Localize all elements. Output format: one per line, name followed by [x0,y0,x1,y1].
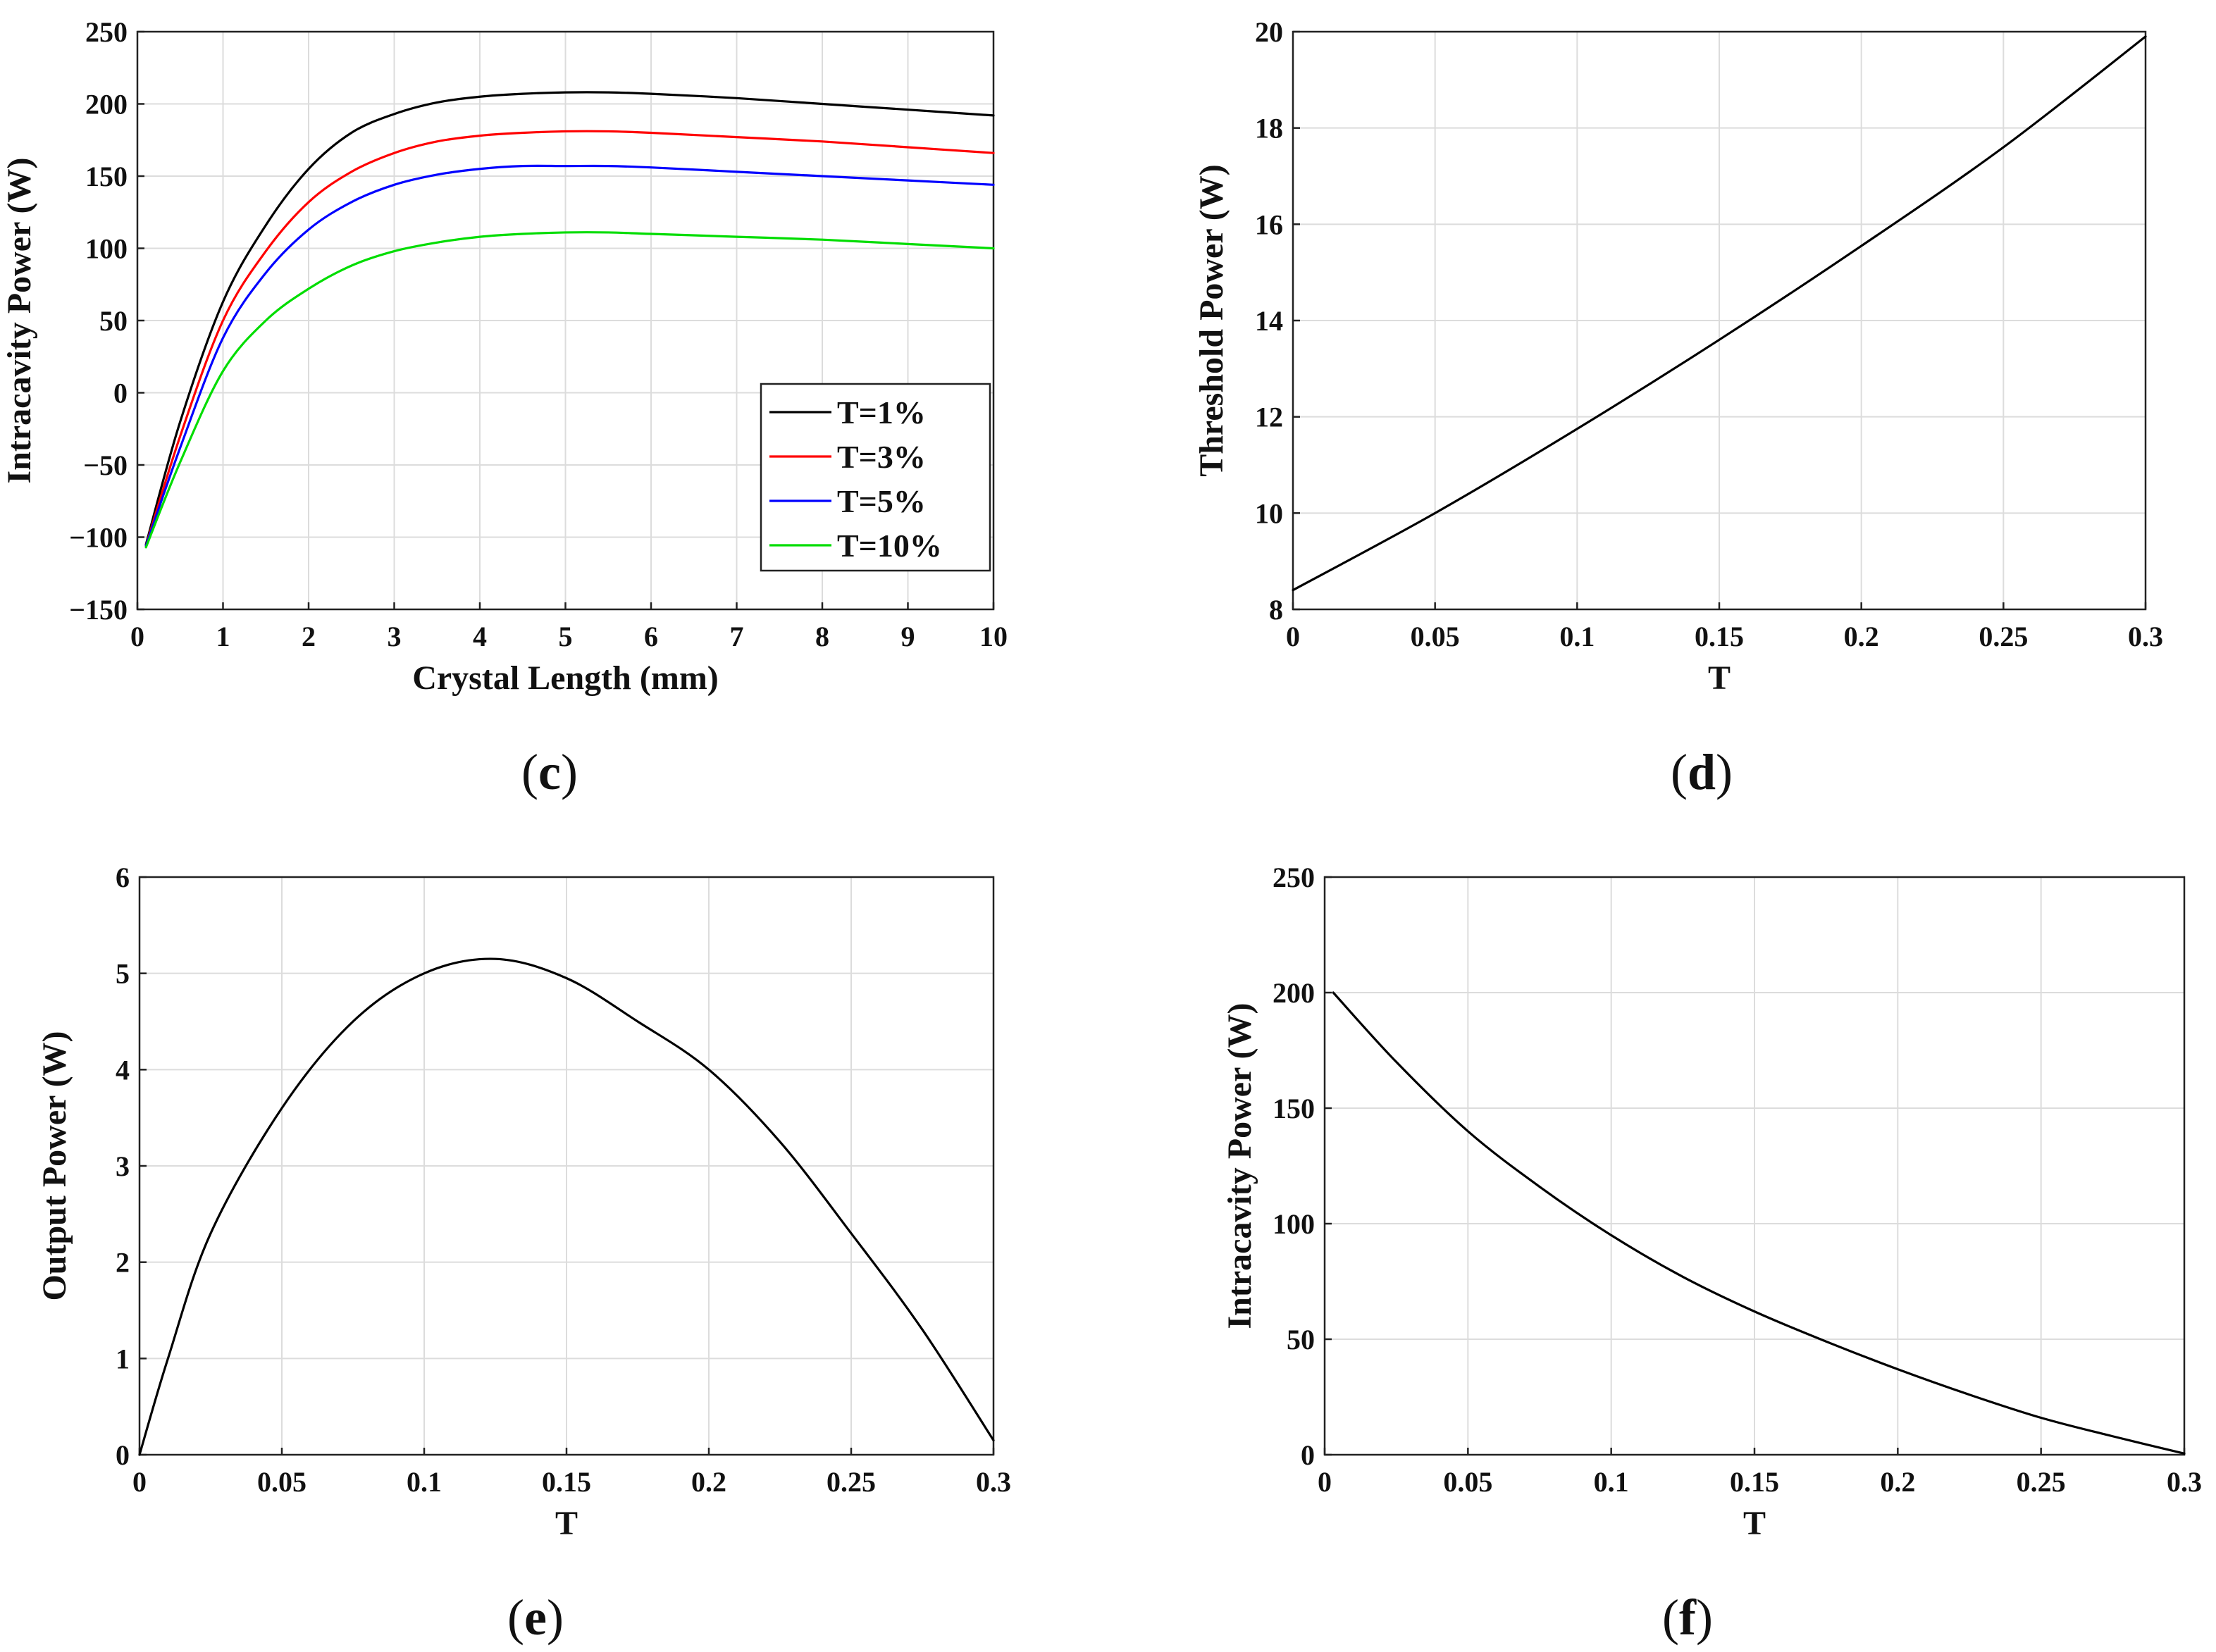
x-tick-label: 0.3 [2128,621,2163,652]
y-tick-label: 150 [1273,1093,1315,1124]
x-axis-label: T [555,1505,578,1542]
x-axis-label: T [1743,1505,1766,1542]
panel-label: (d) [1671,744,1733,800]
x-tick-label: 0.15 [1695,621,1744,652]
y-axis-label: Intracavity Power (W) [1,158,38,484]
legend-label: T=1% [837,395,926,430]
x-tick-label: 0.3 [2167,1466,2202,1498]
x-tick-label: 0.05 [257,1466,307,1498]
y-tick-label: 8 [1269,594,1283,626]
y-tick-label: 4 [116,1054,130,1086]
x-tick-label: 3 [388,621,402,652]
x-tick-label: 10 [979,621,1008,652]
series-line-c-1 [144,130,995,547]
y-tick-label: 200 [85,89,128,120]
x-tick-label: 7 [730,621,744,652]
x-tick-label: 8 [815,621,829,652]
y-tick-label: −50 [83,449,128,481]
x-tick-label: 0 [132,1466,147,1498]
legend-label: T=3% [837,439,926,475]
y-tick-label: 16 [1255,209,1283,240]
panel-label: (e) [507,1589,564,1646]
x-tick-label: 0 [130,621,144,652]
x-tick-label: 4 [473,621,487,652]
legend-label: T=5% [837,483,926,519]
x-tick-label: 0.15 [542,1466,591,1498]
x-axis-label: T [1708,659,1731,697]
series-line-c-2 [144,164,995,547]
x-tick-label: 0.2 [1880,1466,1915,1498]
series-line-c-3 [144,231,995,549]
y-tick-label: 2 [116,1247,130,1279]
x-tick-label: 0.25 [2017,1466,2066,1498]
y-tick-label: 150 [85,161,128,192]
chart-panel-d: 0 0.05 0.1 0.15 0.2 0.25 0.3 8 10 12 14 16 18 20 T Thre… [1193,16,2163,800]
y-tick-label: 14 [1255,305,1283,337]
x-tick-label: 0.1 [1594,1466,1629,1498]
series-line-e-0 [138,957,995,1456]
panel-label: (f) [1662,1589,1713,1646]
y-tick-label: 100 [85,233,128,265]
y-tick-label: 1 [116,1343,130,1374]
y-axis-label: Threshold Power (W) [1193,164,1230,477]
series-line-d-0 [1292,35,2147,592]
x-tick-label: 0.05 [1411,621,1460,652]
x-tick-label: 1 [216,621,230,652]
x-tick-label: 0 [1318,1466,1332,1498]
legend: T=1% T=3% T=5% T=10% [760,383,991,572]
y-tick-label: −100 [69,522,128,554]
y-tick-label: 6 [116,862,130,893]
series-line-f-0 [1332,991,2186,1455]
y-tick-label: 200 [1273,977,1315,1009]
y-tick-label: 18 [1255,113,1283,144]
y-tick-label: 250 [85,16,128,48]
y-tick-label: 0 [116,1439,130,1471]
legend-box [760,383,991,572]
y-axis-label: Output Power (W) [36,1031,73,1300]
y-tick-label: 12 [1255,402,1283,433]
x-tick-label: 0.15 [1730,1466,1779,1498]
chart-panel-c: 0 1 2 3 4 5 6 7 8 9 10 −150 −100 −50 0 50 100 150 200 250 Cr… [1,16,1008,800]
y-axis-label: Intracavity Power (W) [1221,1003,1258,1329]
x-tick-label: 6 [644,621,658,652]
series-line-c-0 [144,91,995,546]
y-tick-label: 10 [1255,497,1283,529]
y-tick-label: 100 [1273,1208,1315,1240]
chart-panel-f: 0 0.05 0.1 0.15 0.2 0.25 0.3 0 50 100 150 200 250 T In… [1221,862,2202,1646]
y-tick-label: 0 [113,378,128,409]
y-tick-label: 50 [99,305,128,337]
x-tick-label: 9 [901,621,915,652]
x-tick-label: 0.1 [407,1466,442,1498]
y-tick-label: −150 [69,594,128,626]
x-tick-label: 0 [1286,621,1300,652]
x-tick-label: 0.2 [691,1466,726,1498]
x-tick-label: 0.05 [1443,1466,1492,1498]
x-tick-label: 5 [559,621,573,652]
y-tick-label: 250 [1273,862,1315,893]
x-tick-label: 0.25 [827,1466,876,1498]
y-tick-label: 20 [1255,16,1283,48]
x-tick-label: 2 [302,621,316,652]
panel-label: (c) [521,744,578,800]
x-tick-label: 0.25 [1979,621,2028,652]
y-tick-label: 5 [116,958,130,990]
x-tick-label: 0.2 [1844,621,1879,652]
y-tick-label: 3 [116,1150,130,1182]
x-tick-label: 0.3 [976,1466,1011,1498]
x-axis-label: Crystal Length (mm) [412,659,719,697]
legend-label: T=10% [837,528,942,564]
x-tick-label: 0.1 [1559,621,1595,652]
y-tick-label: 50 [1287,1324,1315,1355]
y-tick-label: 0 [1301,1439,1315,1471]
chart-panel-e: 0 0.05 0.1 0.15 0.2 0.25 0.3 0 1 2 3 4 5 6 T Output Pow… [36,862,1011,1646]
